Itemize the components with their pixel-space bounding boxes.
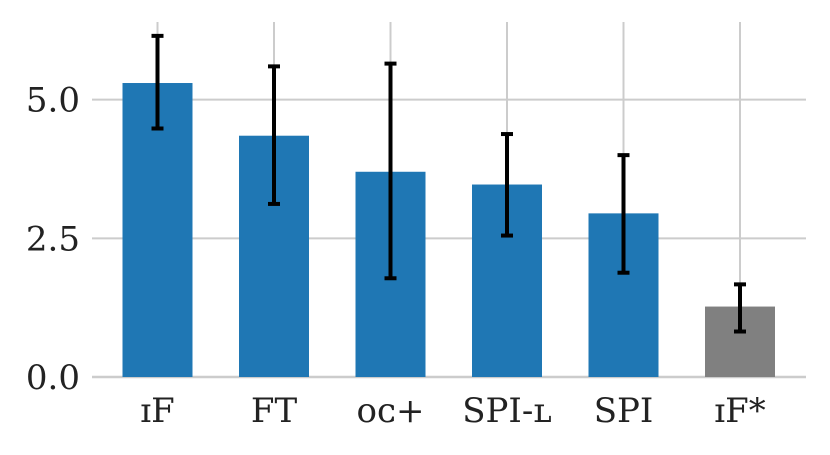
error-bar-layer bbox=[151, 33, 746, 334]
x-tick-label: FT bbox=[251, 391, 298, 431]
x-tick-label: SPI bbox=[594, 391, 654, 431]
x-tick-label: SPI-ʟ bbox=[462, 391, 552, 431]
bar-layer bbox=[122, 83, 775, 377]
y-tick-label: 2.5 bbox=[26, 219, 80, 259]
grid-layer bbox=[92, 22, 806, 379]
x-tick-label: ɪF bbox=[140, 391, 174, 431]
x-tick-label: ɪF* bbox=[714, 391, 765, 431]
x-tick-label: ᴏᴄ+ bbox=[357, 391, 425, 431]
bar bbox=[122, 83, 193, 377]
y-tick-label: 5.0 bbox=[26, 81, 80, 121]
tick-label-layer: 0.0 2.5 5.0 ɪF FT ᴏᴄ+ SPI-ʟ SPI ɪF* bbox=[26, 81, 766, 431]
y-tick-label: 0.0 bbox=[26, 358, 80, 398]
